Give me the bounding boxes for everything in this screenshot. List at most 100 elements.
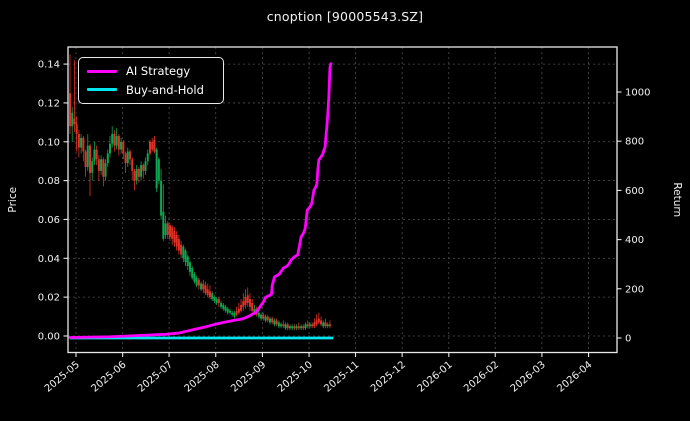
candlestick [195,277,198,286]
candlestick [148,141,151,154]
candlestick [106,153,109,164]
candlestick [137,168,140,177]
candlestick [264,316,267,321]
candlestick [93,149,96,162]
candlestick [213,297,216,302]
candlestick [197,279,200,286]
candlestick [108,143,111,154]
candlestick [162,211,165,239]
candlestick [215,299,218,303]
legend: AI Strategy Buy-and-Hold [78,57,224,104]
candlestick [275,320,278,325]
candlestick [166,223,169,235]
x-tick-label: 2025-06 [89,359,128,394]
candlestick [175,235,178,247]
candlestick [237,308,240,313]
candlestick [157,159,160,181]
candlestick [308,324,311,327]
candlestick [120,141,123,150]
y-tick-label-return: 800 [625,137,644,148]
x-tick-label: 2026-04 [555,359,594,394]
candlestick [122,141,125,154]
candlestick [295,326,298,329]
candlestick [284,324,287,329]
candlestick [200,283,203,290]
x-tick-label: 2026-02 [462,359,501,394]
candlestick [306,324,309,327]
candlestick [277,322,280,327]
candlestick [133,170,136,181]
x-tick-label: 2025-08 [183,359,222,394]
candlestick [146,153,149,162]
candlestick [302,326,305,329]
candlestick [186,256,189,267]
candlestick [233,312,236,317]
candlestick [188,262,191,272]
candlestick [248,299,251,307]
ai-strategy-line [68,62,333,339]
legend-label: Buy-and-Hold [126,82,204,97]
candlestick [257,312,260,317]
candlestick [180,244,183,255]
candlestick [282,324,285,327]
y-tick-label-price: 0.04 [38,254,60,265]
candlestick [102,159,105,177]
candlestick [220,302,223,307]
candlestick [304,324,307,329]
candlestick [251,302,254,311]
candlestick [95,149,98,160]
candlestick [231,312,234,315]
buy-and-hold-line-swatch [87,88,117,92]
candlestick [262,314,265,319]
candlestick [113,134,116,146]
legend-item-ai-strategy: AI Strategy [87,64,217,78]
candlestick [324,322,327,327]
candlestick [273,320,276,325]
candlestick [224,306,227,311]
plot-border [67,46,618,354]
candlestick [191,268,194,278]
x-tick-label: 2025-11 [322,359,361,394]
x-tick-label: 2026-03 [509,359,548,394]
candlestick [206,289,209,296]
legend-item-buy-and-hold: Buy-and-Hold [87,83,217,97]
candlestick [293,326,296,329]
x-tick-label: 2025-07 [136,359,175,394]
chart-title: cnoption [90005543.SZ] [266,9,424,24]
candlestick [235,310,238,315]
candlestick [297,326,300,329]
x-tick-label: 2025-09 [229,359,268,394]
candlestick [77,134,80,148]
candlestick [222,304,225,309]
y-tick-label-price: 0.00 [38,331,60,342]
candlestick [168,225,171,237]
candlestick [111,134,114,144]
y-tick-label-price: 0.06 [38,215,60,226]
candlestick [171,227,174,239]
candlestick [182,246,185,259]
candlestick [311,324,314,327]
candlestick [226,308,229,313]
candlestick [193,273,196,282]
candlestick [326,324,329,327]
y-axis-label-price: Price [7,187,19,213]
ai-strategy-line-swatch [87,69,117,73]
candlestick [140,165,143,177]
candlestick [155,149,158,189]
candlestick [173,231,176,243]
candlestick [228,310,231,313]
y-tick-label-price: 0.10 [38,137,60,148]
y-tick-label-return: 400 [625,235,644,246]
candlestick [240,304,243,311]
candlestick [84,151,87,168]
y-tick-label-price: 0.02 [38,293,60,304]
candlestick [71,112,74,127]
candlestick [328,324,331,327]
candlestick [300,326,303,329]
candlestick [75,124,78,135]
candlestick [184,250,187,263]
candlestick [68,93,71,127]
candlestick [288,326,291,329]
candlestick [88,145,91,173]
